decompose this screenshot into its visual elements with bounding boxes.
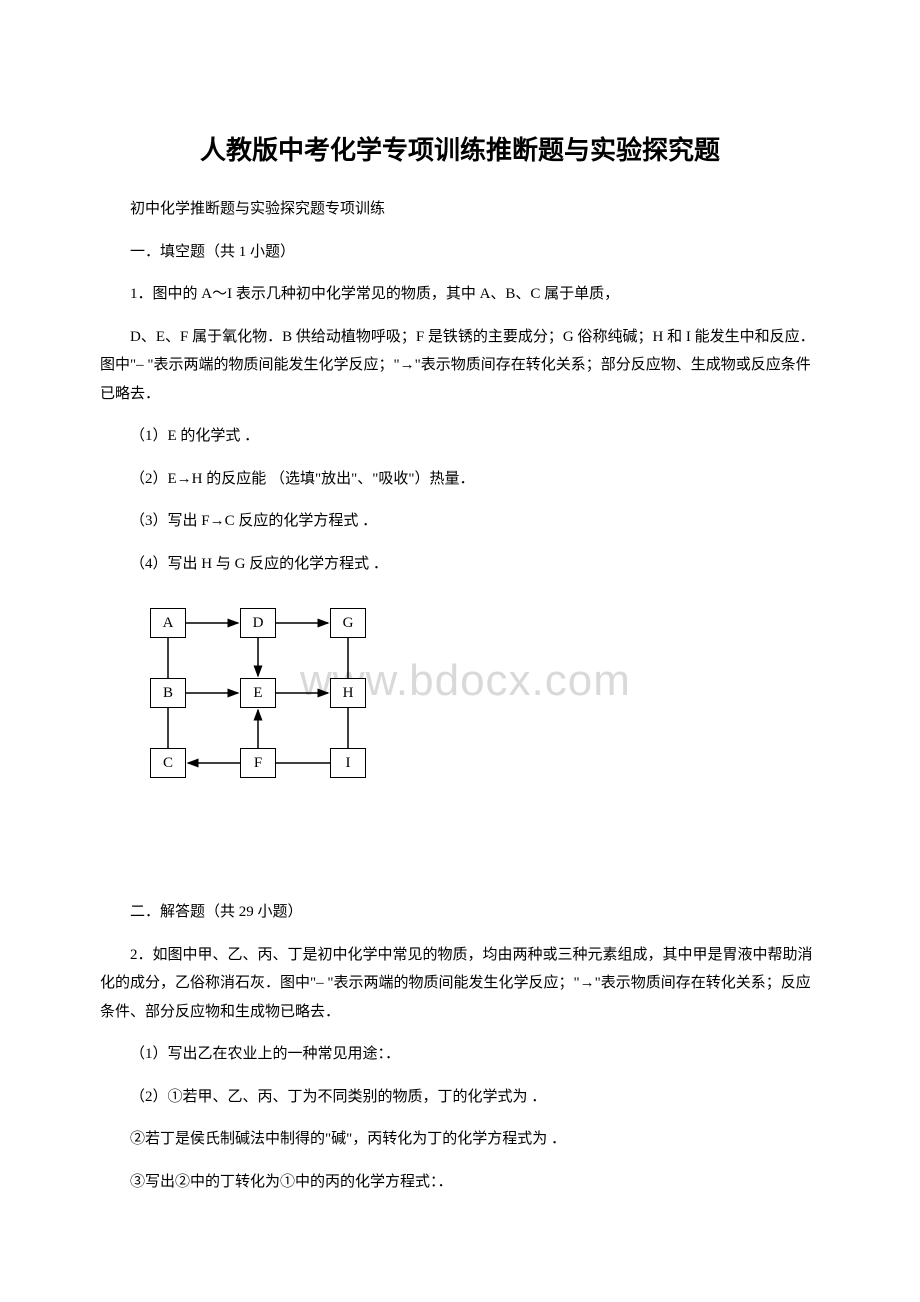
node-e: E <box>240 678 276 708</box>
node-f: F <box>240 748 276 778</box>
intro-text: 初中化学推断题与实验探究题专项训练 <box>100 195 820 224</box>
q2-sub3: ②若丁是侯氏制碱法中制得的"碱"，丙转化为丁的化学方程式为 ． <box>100 1125 820 1154</box>
q2-sub2: （2）①若甲、乙、丙、丁为不同类别的物质，丁的化学式为 ． <box>100 1083 820 1112</box>
node-g: G <box>330 608 366 638</box>
node-i: I <box>330 748 366 778</box>
q1-sub4: （4）写出 H 与 G 反应的化学方程式 ． <box>100 550 820 579</box>
q1-sub1: （1）E 的化学式 ． <box>100 422 820 451</box>
q2-sub4: ③写出②中的丁转化为①中的丙的化学方程式：． <box>100 1168 820 1197</box>
q1-sub3: （3）写出 F→C 反应的化学方程式 ． <box>100 507 820 536</box>
section2-heading: 二．解答题（共 29 小题） <box>100 898 820 927</box>
node-a: A <box>150 608 186 638</box>
q1-para2: D、E、F 属于氧化物．B 供给动植物呼吸；F 是铁锈的主要成分；G 俗称纯碱；… <box>100 323 820 409</box>
q1-sub2: （2）E→H 的反应能 （选填"放出"、"吸收"）热量． <box>100 465 820 494</box>
page-title: 人教版中考化学专项训练推断题与实验探究题 <box>100 130 820 167</box>
chemistry-diagram: www.bdocx.com A D G B E H <box>140 598 380 798</box>
q2-para1: 2．如图中甲、乙、丙、丁是初中化学中常见的物质，均由两种或三种元素组成，其中甲是… <box>100 941 820 1027</box>
q2-sub1: （1）写出乙在农业上的一种常见用途：． <box>100 1040 820 1069</box>
q1-para1: 1．图中的 A～I 表示几种初中化学常见的物质，其中 A、B、C 属于单质， <box>100 280 820 309</box>
node-h: H <box>330 678 366 708</box>
section1-heading: 一．填空题（共 1 小题） <box>100 238 820 267</box>
spacer <box>100 818 820 898</box>
node-c: C <box>150 748 186 778</box>
node-b: B <box>150 678 186 708</box>
node-d: D <box>240 608 276 638</box>
